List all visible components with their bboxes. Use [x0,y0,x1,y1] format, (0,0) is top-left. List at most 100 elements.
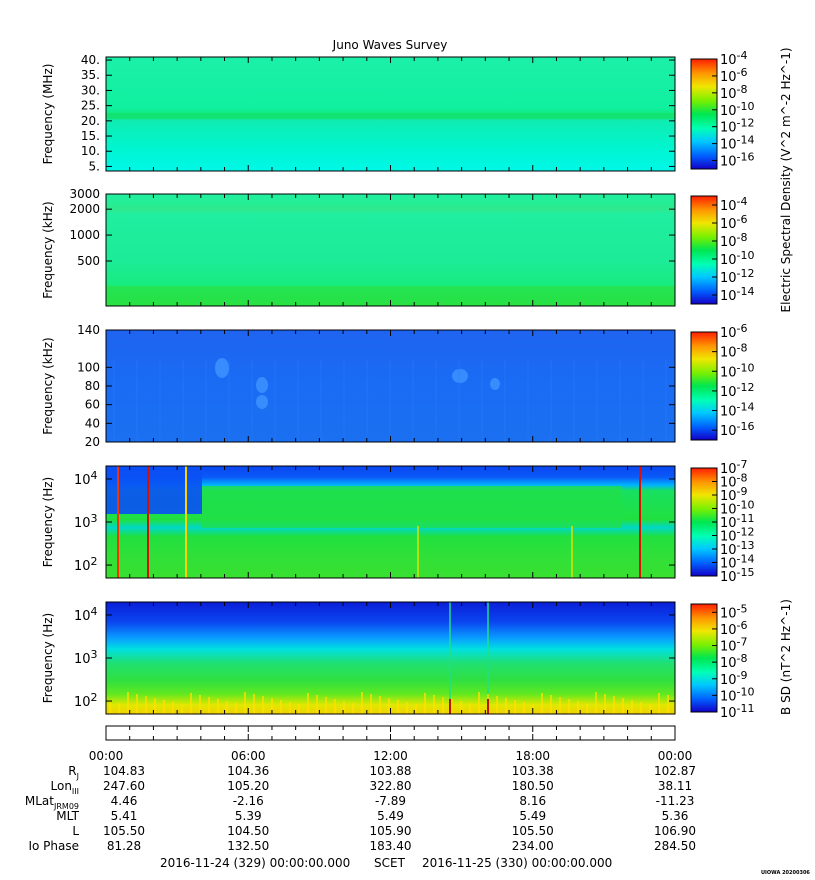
ephemeris-value: 180.50 [512,779,554,793]
y-axis-label: Frequency (Hz) [41,613,55,704]
colorbar-tick-label: 10-15 [720,566,755,585]
y-tick-label: 35. [81,68,100,82]
colorbar-tick-label: 10-10 [720,499,755,518]
colorbar-tick-label: 10-13 [720,539,755,558]
ephemeris-value: 247.60 [103,779,145,793]
colorbar-tick-label: 10-14 [720,553,755,572]
ephemeris-value: -11.23 [656,794,695,808]
colorbar-tick-label: 10-10 [720,361,755,380]
ephemeris-value: 322.80 [370,779,412,793]
ephemeris-value: 105.90 [370,824,412,838]
colorbar-tick-label: 10-8 [720,472,748,491]
colorbar-tick-label: 10-16 [720,420,755,439]
y-axis-label: Frequency (kHz) [41,201,55,298]
y-tick-label: 80 [85,379,100,393]
y-axis-label: Frequency (MHz) [41,64,55,165]
colorbar-tick-label: 10-12 [720,117,755,136]
y-tick-label: 40. [81,53,100,67]
y-tick-label: 30. [81,83,100,97]
ephemeris-value: 38.11 [658,779,692,793]
ephemeris-value: 5.49 [519,809,546,823]
emission-band [202,486,622,528]
y-axis-label: Frequency (Hz) [41,477,55,568]
magnetic-colorbar-label-text: B SD (nT^2 Hz^-1) [779,599,793,715]
ephemeris-value: 105.20 [227,779,269,793]
colorbar-scale [690,603,718,713]
figure-title: Juno Waves Survey [332,38,448,52]
ephemeris-value: 81.28 [107,839,141,853]
ephemeris-value: 104.36 [227,764,269,778]
y-tick-label: 500 [77,254,100,268]
y-tick-label: 103 [74,648,98,667]
colorbar-tick-label: 10-11 [720,702,755,721]
colorbar-tick-label: 10-12 [720,526,755,545]
ephemeris-value: 234.00 [512,839,554,853]
colorbar-tick-label: 10-16 [720,151,755,170]
electric-colorbar-label-text: Electric Spectral Density (V^2 m^-2 Hz^-… [779,47,793,312]
colorbar-tick-label: 10-14 [720,285,755,304]
y-tick-label: 104 [74,605,98,624]
colorbar-tick-label: 10-5 [720,602,748,621]
ephemeris-value: 4.46 [111,794,138,808]
ephemeris-value: 132.50 [227,839,269,853]
magnetic-colorbar-label: B SD (nT^2 Hz^-1) [779,599,793,715]
uiowa-stamp: UIOWA 20200306 [761,870,810,876]
y-tick-label: 10. [81,144,100,158]
colorbar-tick-label: 10-7 [720,458,748,477]
ephemeris-row-label: RJ [68,764,79,781]
colorbar-tick-label: 10-10 [720,100,755,119]
ephemeris-value: 284.50 [654,839,696,853]
y-tick-label: 140 [77,323,100,337]
ephemeris-row-label: MLatJRM09 [25,794,79,811]
colorbar-tick-label: 10-8 [720,83,748,102]
colorbar-tick-label: 10-14 [720,401,755,420]
colorbar-tick-label: 10-12 [720,381,755,400]
ephemeris-value: 5.49 [377,809,404,823]
time-label: 00:00 [658,749,693,763]
colorbar-tick-label: 10-9 [720,669,748,688]
ephemeris-row-label: L [72,824,79,838]
colorbar-scale [690,58,718,170]
quiet-region [106,466,202,514]
colorbar-tick-label: 10-10 [720,685,755,704]
time-axis-ticks [105,726,676,740]
y-tick-label: 25. [81,99,100,113]
y-tick-label: 1000 [69,228,100,242]
scet-start: 2016-11-24 (329) 00:00:00.000 [160,856,350,870]
y-tick-label: 104 [74,469,98,488]
spectrogram-panel-4: 102 103 104 Frequency (Hz) 10-710-810-910-10… [41,458,755,585]
y-tick-label: 100 [77,360,100,374]
colorbar-tick-label: 10-10 [720,249,755,268]
time-label: 06:00 [231,749,266,763]
electric-colorbar-label: Electric Spectral Density (V^2 m^-2 Hz^-… [779,47,793,312]
colorbar-tick-label: 10-6 [720,322,748,341]
colorbar-tick-label: 10-14 [720,134,755,153]
y-tick-label: 102 [74,555,98,574]
time-label: 18:00 [515,749,550,763]
ephemeris-row-label: MLT [56,809,79,823]
colorbar: 10-710-810-910-1010-1110-1210-1310-1410-… [690,458,755,585]
y-tick-label: 3000 [69,187,100,201]
emission-blob [490,378,500,390]
y-tick-label: 15. [81,129,100,143]
colorbar-scale [690,331,718,441]
colorbar-tick-label: 10-6 [720,619,748,638]
scet-end: 2016-11-25 (330) 00:00:00.000 [422,856,612,870]
colorbar-tick-label: 10-6 [720,213,748,232]
y-tick-label: 103 [74,512,98,531]
ephemeris-value: 5.36 [662,809,689,823]
spectrogram-panel-1: 5.10.15.20.25. 30.35.40. Frequency (MHz) 10… [41,49,755,173]
colorbar-tick-label: 10-8 [720,231,748,250]
ephemeris-value: 102.87 [654,764,696,778]
y-tick-label: 40 [85,416,100,430]
ephemeris-value: -7.89 [375,794,406,808]
y-tick-label: 20. [81,114,100,128]
ephemeris-value: 5.41 [111,809,138,823]
